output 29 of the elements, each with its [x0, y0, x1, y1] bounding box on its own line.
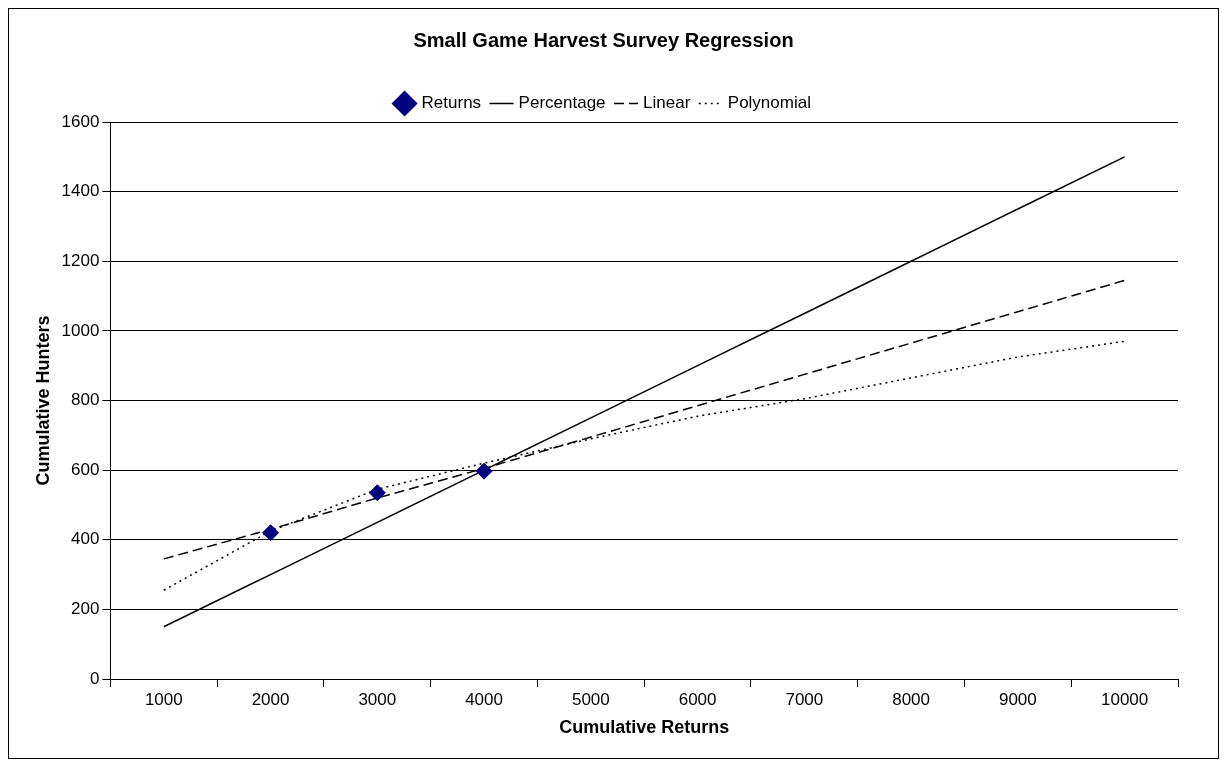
y-tick-label: 200: [71, 599, 100, 619]
y-tick-label: 1600: [61, 111, 100, 131]
y-tick-label: 800: [71, 390, 100, 410]
x-tick-label: 3000: [358, 689, 397, 709]
x-tick-label: 1000: [144, 689, 183, 709]
x-tick-label: 10000: [1100, 689, 1149, 709]
point: [475, 462, 493, 480]
y-tick-label: 600: [71, 459, 100, 479]
point: [262, 524, 280, 542]
y-tick-label: 1400: [61, 181, 100, 201]
legend-label: Percentage: [518, 93, 606, 113]
x-axis-title: Cumulative Returns: [559, 717, 730, 738]
y-tick-label: 0: [89, 668, 100, 688]
y-tick-label: 400: [71, 529, 100, 549]
legend-label: Linear: [643, 93, 691, 113]
point: [368, 484, 386, 502]
y-tick-label: 1000: [61, 320, 100, 340]
chart-title: Small Game Harvest Survey Regression: [413, 28, 794, 51]
x-tick-label: 5000: [571, 689, 610, 709]
x-tick-label: 7000: [785, 689, 824, 709]
legend-label: Polynomial: [727, 93, 811, 113]
x-tick-label: 8000: [892, 689, 931, 709]
x-tick-label: 9000: [998, 689, 1037, 709]
y-tick-label: 1200: [61, 250, 100, 270]
x-tick-label: 2000: [251, 689, 290, 709]
y-axis-title: Cumulative Hunters: [32, 315, 53, 486]
x-tick-label: 6000: [678, 689, 717, 709]
legend-label: Returns: [421, 93, 482, 113]
x-tick-label: 4000: [465, 689, 503, 709]
